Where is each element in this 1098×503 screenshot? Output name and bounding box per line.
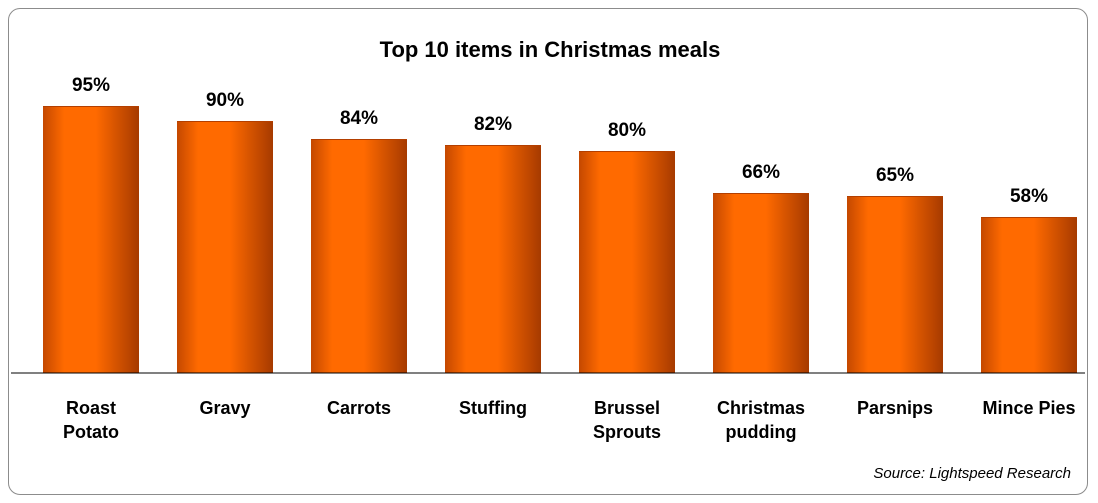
category-label-line: Parsnips <box>857 398 933 418</box>
category-label-0: Roast Potato <box>63 398 119 442</box>
value-label-3: 82% <box>474 114 512 135</box>
chart-title: Top 10 items in Christmas meals <box>380 37 721 62</box>
chart-frame: Top 10 items in Christmas meals 95% 90% 84… <box>8 8 1088 495</box>
value-label-1: 90% <box>206 90 244 111</box>
category-label-4: Brussel Sprouts <box>593 398 661 442</box>
category-label-line: pudding <box>726 422 797 442</box>
category-label-5: Christmas pudding <box>717 398 805 442</box>
category-label-2: Carrots <box>327 398 391 418</box>
category-label-line: Stuffing <box>459 398 527 418</box>
bar-2 <box>311 139 407 373</box>
category-label-line: Carrots <box>327 398 391 418</box>
category-label-line: Roast <box>66 398 116 418</box>
category-label-7: Mince Pies <box>982 398 1075 418</box>
bars-group <box>43 106 1077 373</box>
category-label-line: Potato <box>63 422 119 442</box>
value-label-4: 80% <box>608 120 646 141</box>
value-label-0: 95% <box>72 75 110 96</box>
value-label-2: 84% <box>340 108 378 129</box>
value-label-6: 65% <box>876 165 914 186</box>
bar-4 <box>579 151 675 373</box>
source-note: Source: Lightspeed Research <box>873 465 1071 482</box>
category-label-line: Mince Pies <box>982 398 1075 418</box>
value-label-5: 66% <box>742 162 780 183</box>
category-label-line: Christmas <box>717 398 805 418</box>
value-label-7: 58% <box>1010 186 1048 207</box>
bar-chart: Top 10 items in Christmas meals 95% 90% 84… <box>11 37 1085 482</box>
category-label-6: Parsnips <box>857 398 933 418</box>
bar-7 <box>981 217 1077 373</box>
category-label-1: Gravy <box>199 398 250 418</box>
category-label-line: Sprouts <box>593 422 661 442</box>
bar-6 <box>847 196 943 373</box>
bar-1 <box>177 121 273 373</box>
bar-5 <box>713 193 809 373</box>
category-label-3: Stuffing <box>459 398 527 418</box>
bar-3 <box>445 145 541 373</box>
category-label-line: Brussel <box>594 398 660 418</box>
category-labels-group: Roast Potato Gravy Carrots Stuffing Brussel Sp… <box>63 398 1076 442</box>
value-labels-group: 95% 90% 84% 82% 80% 66% 65% 58% <box>72 75 1048 207</box>
bar-0 <box>43 106 139 373</box>
category-label-line: Gravy <box>199 398 250 418</box>
